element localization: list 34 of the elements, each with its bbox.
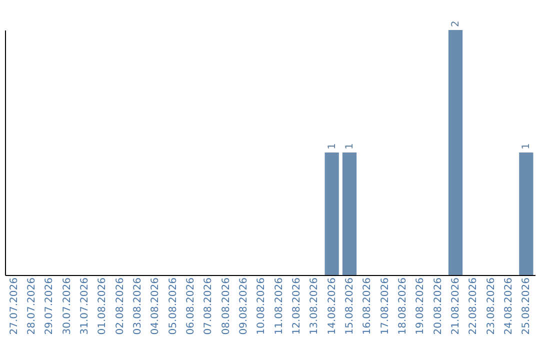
x-tick-label: 02.08.2026 <box>114 278 126 335</box>
x-tick-label: 09.08.2026 <box>238 278 250 335</box>
x-tick-label: 23.08.2026 <box>486 278 497 335</box>
data-label: 1 <box>344 143 356 150</box>
x-tick-label: 20.08.2026 <box>432 278 444 335</box>
x-tick-label: 07.08.2026 <box>203 278 214 335</box>
x-tick-label: 19.08.2026 <box>415 278 426 335</box>
x-tick-label: 29.07.2026 <box>44 278 56 335</box>
x-tick-label: 31.07.2026 <box>80 278 90 335</box>
x-tick-label: 30.07.2026 <box>62 278 73 335</box>
x-tick-label: 15.08.2026 <box>344 278 356 335</box>
x-tick-label: 17.08.2026 <box>380 278 391 335</box>
x-tick-label: 11.08.2026 <box>274 278 285 335</box>
x-tick-label: 27.07.2026 <box>8 278 20 335</box>
x-tick-label: 28.07.2026 <box>26 278 38 335</box>
x-tick-label: 25.08.2026 <box>521 278 532 335</box>
x-tick-label: 10.08.2026 <box>256 278 268 335</box>
x-tick-label: 18.08.2026 <box>398 278 408 335</box>
x-tick-label: 16.08.2026 <box>362 278 374 335</box>
data-label: 1 <box>326 143 338 150</box>
x-tick-label: 24.08.2026 <box>504 278 514 335</box>
x-tick-label: 12.08.2026 <box>292 278 302 335</box>
x-tick-label: 21.08.2026 <box>450 278 462 335</box>
x-tick-label: 03.08.2026 <box>132 278 144 335</box>
data-label: 1 <box>521 143 532 150</box>
x-tick-label: 22.08.2026 <box>468 278 480 335</box>
x-tick-label: 05.08.2026 <box>168 278 179 335</box>
x-tick-label: 13.08.2026 <box>309 278 320 335</box>
x-tick-label: 01.08.2026 <box>97 278 108 335</box>
data-label: 2 <box>450 20 462 27</box>
x-tick-label: 08.08.2026 <box>220 278 232 335</box>
x-tick-label: 06.08.2026 <box>186 278 196 335</box>
x-tick-label: 14.08.2026 <box>326 278 338 335</box>
x-tick-label: 04.08.2026 <box>150 278 162 335</box>
